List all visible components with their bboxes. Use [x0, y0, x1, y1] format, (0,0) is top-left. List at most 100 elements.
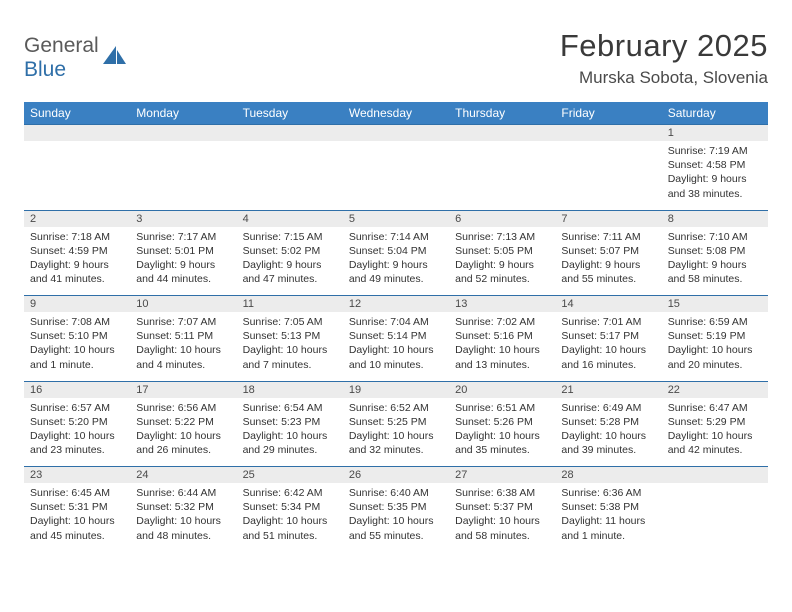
day-cell: Sunrise: 6:51 AMSunset: 5:26 PMDaylight:…: [449, 398, 555, 467]
day-number: 6: [449, 210, 555, 227]
weekday-header: Friday: [555, 102, 661, 125]
daylight-text: Daylight: 9 hours and 52 minutes.: [455, 258, 549, 286]
daylight-text: Daylight: 10 hours and 16 minutes.: [561, 343, 655, 371]
sunrise-text: Sunrise: 6:38 AM: [455, 486, 549, 500]
sunset-text: Sunset: 5:28 PM: [561, 415, 655, 429]
day-number: 24: [130, 467, 236, 484]
day-number: 19: [343, 381, 449, 398]
day-cell: Sunrise: 6:56 AMSunset: 5:22 PMDaylight:…: [130, 398, 236, 467]
sunset-text: Sunset: 5:32 PM: [136, 500, 230, 514]
daylight-text: Daylight: 9 hours and 49 minutes.: [349, 258, 443, 286]
sunrise-text: Sunrise: 7:05 AM: [243, 315, 337, 329]
sunset-text: Sunset: 5:07 PM: [561, 244, 655, 258]
sunrise-text: Sunrise: 7:07 AM: [136, 315, 230, 329]
daylight-text: Daylight: 10 hours and 1 minute.: [30, 343, 124, 371]
title-block: February 2025 Murska Sobota, Slovenia: [560, 28, 768, 88]
day-cell: [237, 141, 343, 210]
day-number-row: 16171819202122: [24, 381, 768, 398]
daylight-text: Daylight: 10 hours and 48 minutes.: [136, 514, 230, 542]
day-cell: Sunrise: 7:07 AMSunset: 5:11 PMDaylight:…: [130, 312, 236, 381]
day-cell: Sunrise: 6:44 AMSunset: 5:32 PMDaylight:…: [130, 483, 236, 552]
day-cell: [555, 141, 661, 210]
day-data-row: Sunrise: 7:19 AMSunset: 4:58 PMDaylight:…: [24, 141, 768, 210]
day-cell: Sunrise: 6:42 AMSunset: 5:34 PMDaylight:…: [237, 483, 343, 552]
daylight-text: Daylight: 10 hours and 39 minutes.: [561, 429, 655, 457]
month-title: February 2025: [560, 28, 768, 64]
sunset-text: Sunset: 5:23 PM: [243, 415, 337, 429]
daylight-text: Daylight: 10 hours and 23 minutes.: [30, 429, 124, 457]
daylight-text: Daylight: 10 hours and 32 minutes.: [349, 429, 443, 457]
logo-sail-icon: [102, 44, 130, 73]
sunset-text: Sunset: 5:11 PM: [136, 329, 230, 343]
weekday-header-row: Sunday Monday Tuesday Wednesday Thursday…: [24, 102, 768, 125]
sunset-text: Sunset: 5:14 PM: [349, 329, 443, 343]
sunset-text: Sunset: 5:22 PM: [136, 415, 230, 429]
day-number: 21: [555, 381, 661, 398]
day-cell: Sunrise: 6:52 AMSunset: 5:25 PMDaylight:…: [343, 398, 449, 467]
daylight-text: Daylight: 9 hours and 55 minutes.: [561, 258, 655, 286]
day-cell: Sunrise: 7:17 AMSunset: 5:01 PMDaylight:…: [130, 227, 236, 296]
sunrise-text: Sunrise: 7:17 AM: [136, 230, 230, 244]
sunset-text: Sunset: 4:59 PM: [30, 244, 124, 258]
day-cell: Sunrise: 6:57 AMSunset: 5:20 PMDaylight:…: [24, 398, 130, 467]
daylight-text: Daylight: 10 hours and 42 minutes.: [668, 429, 762, 457]
sunrise-text: Sunrise: 6:51 AM: [455, 401, 549, 415]
daylight-text: Daylight: 10 hours and 58 minutes.: [455, 514, 549, 542]
sunset-text: Sunset: 5:19 PM: [668, 329, 762, 343]
sunset-text: Sunset: 5:05 PM: [455, 244, 549, 258]
sunset-text: Sunset: 5:37 PM: [455, 500, 549, 514]
weekday-header: Tuesday: [237, 102, 343, 125]
day-cell: Sunrise: 7:02 AMSunset: 5:16 PMDaylight:…: [449, 312, 555, 381]
day-number: 13: [449, 296, 555, 313]
sunset-text: Sunset: 5:13 PM: [243, 329, 337, 343]
sunset-text: Sunset: 5:08 PM: [668, 244, 762, 258]
day-cell: Sunrise: 6:47 AMSunset: 5:29 PMDaylight:…: [662, 398, 768, 467]
sunrise-text: Sunrise: 6:56 AM: [136, 401, 230, 415]
sunrise-text: Sunrise: 7:02 AM: [455, 315, 549, 329]
day-cell: Sunrise: 7:15 AMSunset: 5:02 PMDaylight:…: [237, 227, 343, 296]
day-number-row: 232425262728: [24, 467, 768, 484]
daylight-text: Daylight: 10 hours and 35 minutes.: [455, 429, 549, 457]
day-number: [343, 125, 449, 142]
day-number: 15: [662, 296, 768, 313]
day-cell: Sunrise: 6:40 AMSunset: 5:35 PMDaylight:…: [343, 483, 449, 552]
day-number: 10: [130, 296, 236, 313]
weekday-header: Wednesday: [343, 102, 449, 125]
day-number: 25: [237, 467, 343, 484]
daylight-text: Daylight: 10 hours and 13 minutes.: [455, 343, 549, 371]
weekday-header: Monday: [130, 102, 236, 125]
sunrise-text: Sunrise: 6:44 AM: [136, 486, 230, 500]
sunrise-text: Sunrise: 6:45 AM: [30, 486, 124, 500]
sunrise-text: Sunrise: 7:19 AM: [668, 144, 762, 158]
sunset-text: Sunset: 5:34 PM: [243, 500, 337, 514]
day-number: 9: [24, 296, 130, 313]
daylight-text: Daylight: 10 hours and 4 minutes.: [136, 343, 230, 371]
sunrise-text: Sunrise: 7:18 AM: [30, 230, 124, 244]
day-number: 3: [130, 210, 236, 227]
sunrise-text: Sunrise: 6:42 AM: [243, 486, 337, 500]
day-cell: Sunrise: 6:59 AMSunset: 5:19 PMDaylight:…: [662, 312, 768, 381]
sunset-text: Sunset: 4:58 PM: [668, 158, 762, 172]
day-cell: Sunrise: 7:11 AMSunset: 5:07 PMDaylight:…: [555, 227, 661, 296]
daylight-text: Daylight: 10 hours and 51 minutes.: [243, 514, 337, 542]
daylight-text: Daylight: 9 hours and 38 minutes.: [668, 172, 762, 200]
sunset-text: Sunset: 5:25 PM: [349, 415, 443, 429]
daylight-text: Daylight: 10 hours and 10 minutes.: [349, 343, 443, 371]
sunrise-text: Sunrise: 7:10 AM: [668, 230, 762, 244]
sunrise-text: Sunrise: 7:11 AM: [561, 230, 655, 244]
sunset-text: Sunset: 5:26 PM: [455, 415, 549, 429]
day-cell: Sunrise: 6:36 AMSunset: 5:38 PMDaylight:…: [555, 483, 661, 552]
sunrise-text: Sunrise: 6:49 AM: [561, 401, 655, 415]
day-cell: Sunrise: 7:14 AMSunset: 5:04 PMDaylight:…: [343, 227, 449, 296]
day-cell: Sunrise: 7:13 AMSunset: 5:05 PMDaylight:…: [449, 227, 555, 296]
sunrise-text: Sunrise: 7:14 AM: [349, 230, 443, 244]
daylight-text: Daylight: 9 hours and 41 minutes.: [30, 258, 124, 286]
day-number: 14: [555, 296, 661, 313]
day-number: 18: [237, 381, 343, 398]
day-number: [449, 125, 555, 142]
day-number: 28: [555, 467, 661, 484]
day-number: 5: [343, 210, 449, 227]
day-cell: [662, 483, 768, 552]
sunset-text: Sunset: 5:29 PM: [668, 415, 762, 429]
day-cell: Sunrise: 7:19 AMSunset: 4:58 PMDaylight:…: [662, 141, 768, 210]
